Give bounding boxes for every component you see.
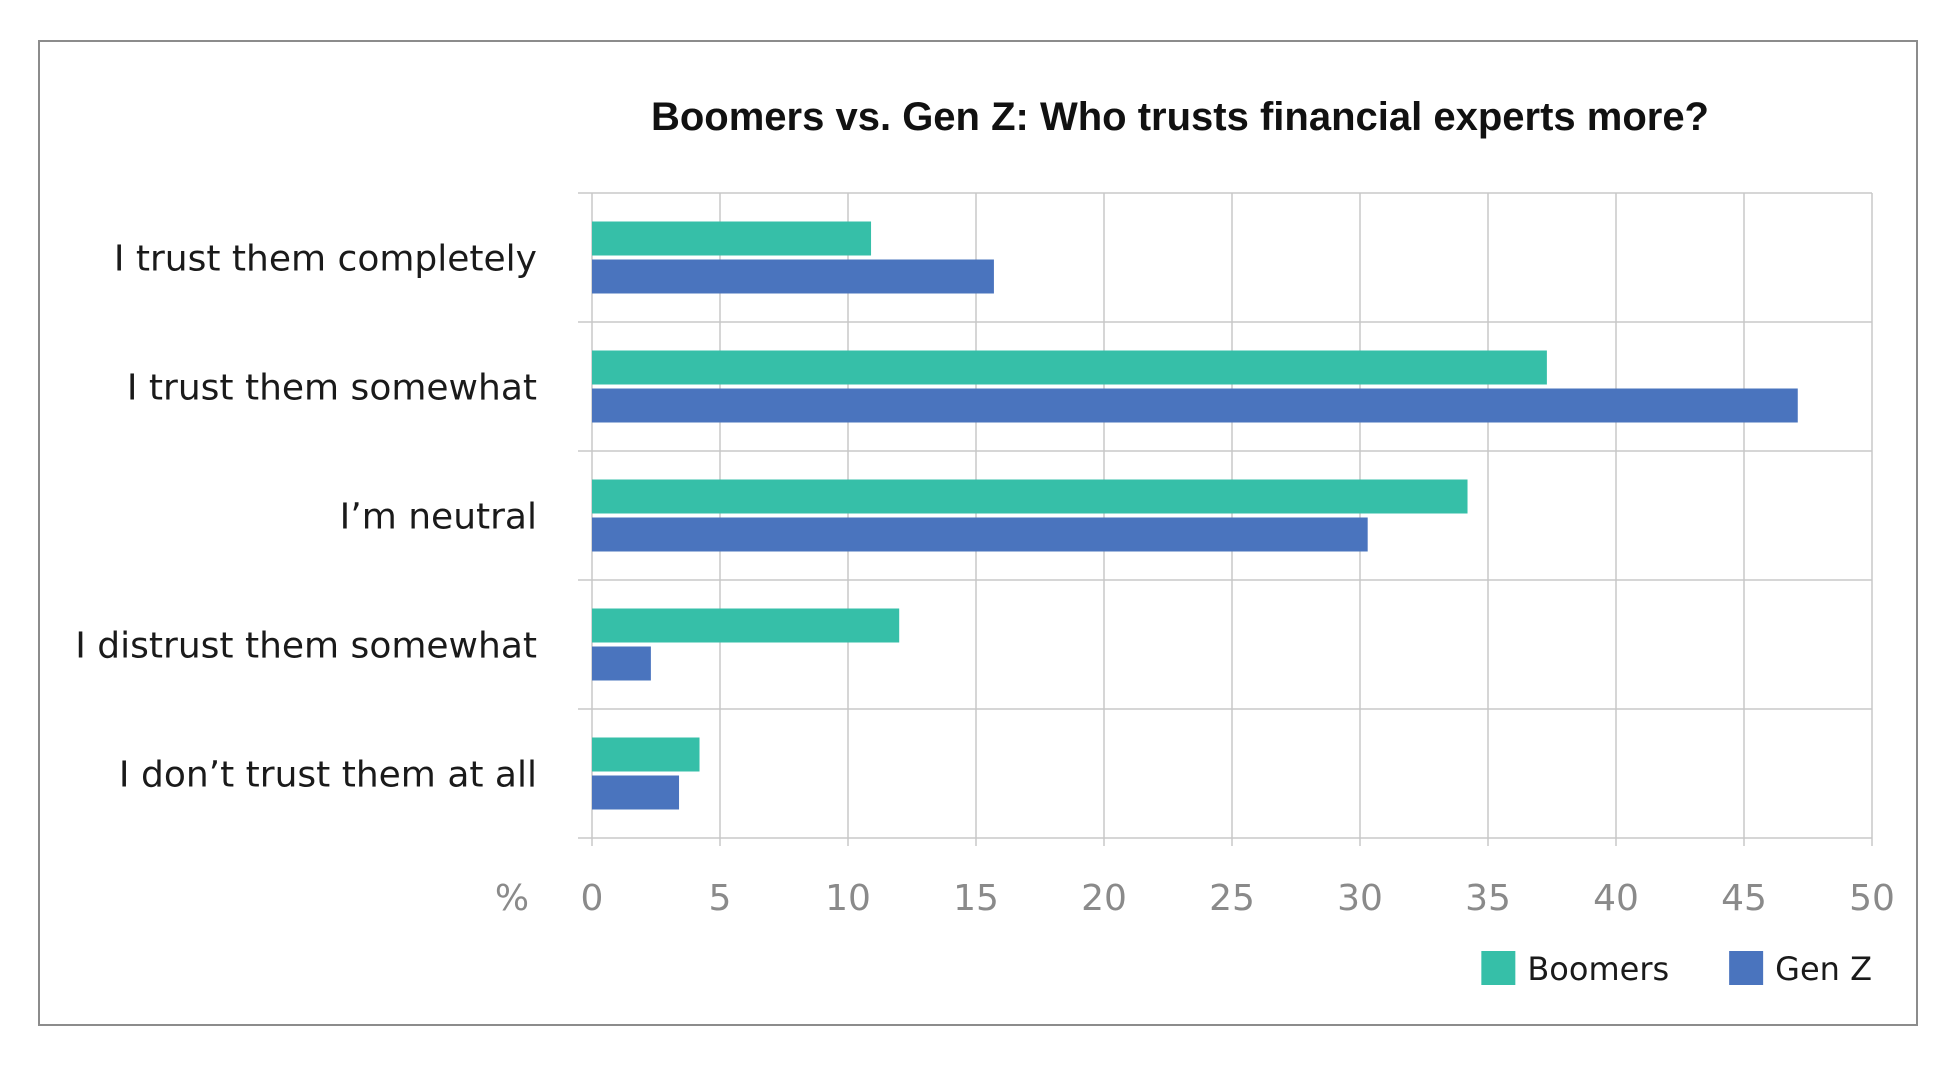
bar-boomers [592, 608, 900, 643]
x-tick-label: 35 [1465, 878, 1511, 919]
bar-gen-z [592, 259, 994, 294]
x-axis-unit-label: % [495, 878, 529, 919]
category-label: I’m neutral [340, 497, 537, 538]
legend-swatch-boomers [1481, 951, 1516, 985]
x-tick-label: 30 [1337, 878, 1383, 919]
bar-boomers [592, 737, 700, 772]
bar-boomers [592, 221, 872, 256]
bar-gen-z [592, 517, 1368, 552]
bar-gen-z [592, 775, 680, 810]
bar-boomers [592, 350, 1547, 385]
bar-boomers [592, 479, 1468, 514]
legend: Gen Z Boomers [1481, 950, 1872, 988]
category-label: I don’t trust them at all [119, 755, 537, 796]
x-tick-label: 10 [825, 878, 871, 919]
x-tick-label: 40 [1593, 878, 1639, 919]
grid-layer [578, 192, 1873, 846]
x-tick-label: 50 [1849, 878, 1895, 919]
category-labels: I trust them completely I trust them some… [75, 239, 537, 796]
legend-label-boomers: Boomers [1527, 950, 1669, 988]
legend-swatch-gen-z [1729, 951, 1764, 985]
x-tick-label: 20 [1081, 878, 1127, 919]
category-label: I distrust them somewhat [75, 626, 537, 667]
x-tick-labels: 0 5 10 15 20 25 30 35 40 45 50 [581, 878, 1895, 919]
chart-title: Boomers vs. Gen Z: Who trusts financial … [651, 95, 1709, 139]
x-tick-label: 0 [581, 878, 604, 919]
legend-label-gen-z: Gen Z [1775, 950, 1872, 988]
x-tick-label: 25 [1209, 878, 1255, 919]
x-tick-label: 45 [1721, 878, 1767, 919]
bars-layer [592, 221, 1798, 810]
x-tick-label: 5 [709, 878, 732, 919]
bar-gen-z [592, 388, 1798, 423]
category-label: I trust them somewhat [127, 368, 537, 409]
bar-gen-z [592, 646, 651, 681]
category-label: I trust them completely [114, 239, 537, 280]
x-tick-label: 15 [953, 878, 999, 919]
